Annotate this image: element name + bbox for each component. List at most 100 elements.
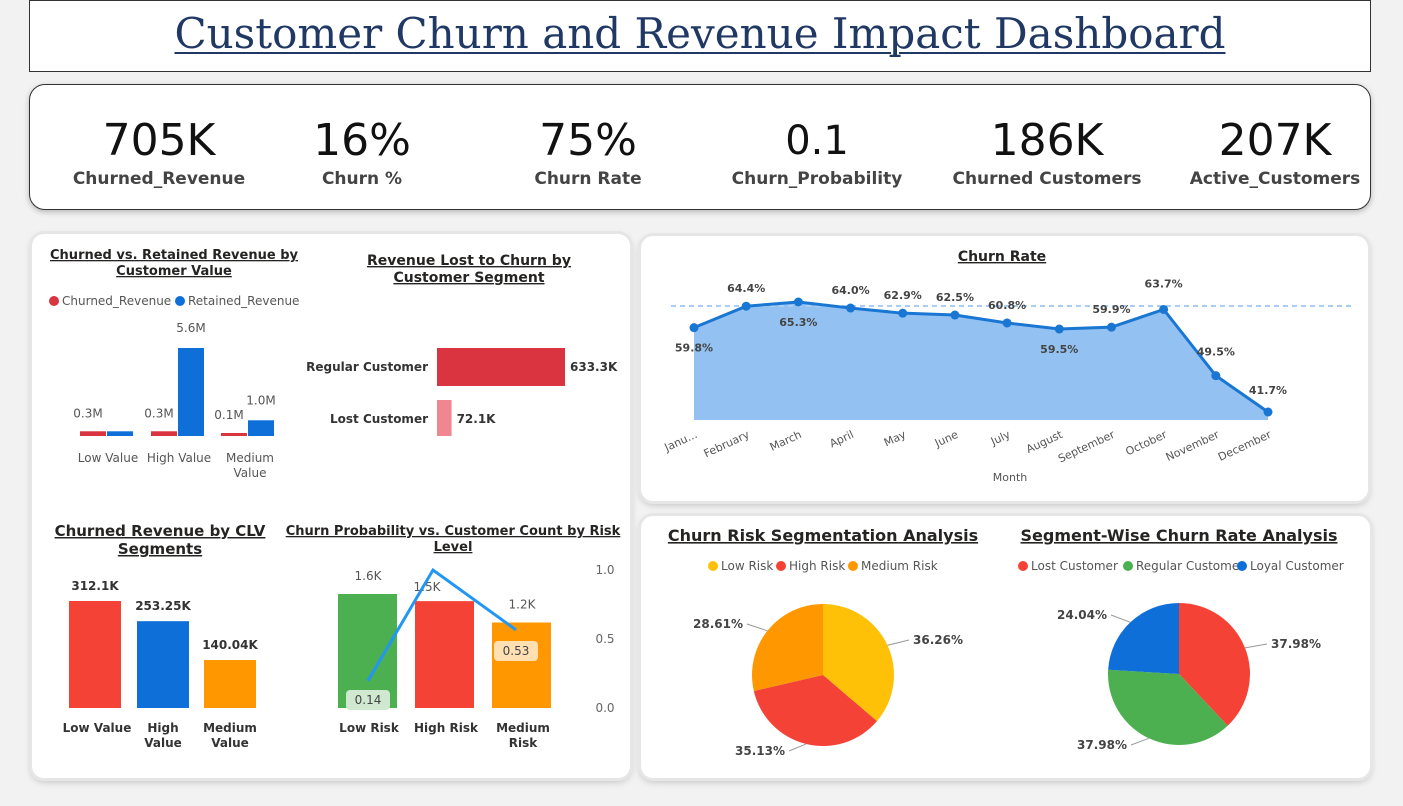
tick-label: September — [1056, 428, 1117, 466]
bar — [204, 659, 256, 708]
data-label: 41.7% — [1249, 384, 1287, 397]
data-label: 72.1K — [457, 412, 497, 426]
tick-label: February — [702, 428, 752, 461]
kpi-strip: 705K Churned_Revenue 16% Churn % 75% Chu… — [29, 84, 1371, 210]
kpi-label: Churn_Probability — [731, 169, 903, 189]
data-point — [1159, 304, 1169, 314]
axis-label: Month — [993, 471, 1028, 484]
data-label: 24.04% — [1057, 608, 1107, 622]
legend-marker — [848, 561, 858, 571]
data-label: 0.3M — [73, 406, 102, 420]
tick-label: Regular Customer — [306, 360, 428, 374]
legend-marker — [1018, 561, 1028, 571]
data-label: 60.8% — [988, 299, 1026, 312]
data-point — [846, 303, 856, 313]
legend-marker — [175, 296, 185, 306]
legend-label: Lost Customer — [1031, 559, 1118, 573]
legend-label: Regular Customer — [1136, 559, 1244, 573]
data-point — [1002, 318, 1012, 328]
legend-label: Churned_Revenue — [62, 294, 171, 308]
kpi-card[interactable]: 0.1 Churn_Probability — [707, 85, 927, 189]
data-label: 49.5% — [1197, 346, 1235, 359]
chart-title: Churn Probability vs. Customer Count by … — [286, 524, 621, 555]
pie-slice — [1108, 669, 1228, 745]
bar — [437, 348, 565, 386]
chart-title: Churned vs. Retained Revenue by Customer … — [50, 248, 298, 279]
data-label: 28.61% — [693, 617, 743, 631]
bar — [80, 431, 106, 436]
data-label: 36.26% — [913, 633, 963, 647]
leader-line — [788, 743, 807, 752]
bar — [178, 348, 204, 436]
series-line — [693, 300, 1269, 414]
tick-label: March — [768, 428, 804, 454]
legend-label: High Risk — [789, 559, 845, 573]
axis-tick: 1.0 — [595, 563, 614, 577]
data-label: 0.53 — [503, 644, 530, 658]
revenue-charts-svg: Churned vs. Retained Revenue by Customer … — [49, 248, 621, 750]
data-label: 64.0% — [831, 284, 869, 297]
data-label: 62.9% — [884, 289, 922, 302]
kpi-value: 16% — [313, 115, 411, 166]
kpi-label: Churn % — [321, 169, 403, 189]
kpi-value: 0.1 — [785, 118, 849, 164]
data-label: 253.25K — [135, 599, 191, 613]
legend-marker — [1237, 561, 1247, 571]
label-bubble — [494, 641, 538, 661]
legend-marker — [49, 296, 59, 306]
kpi-value: 75% — [539, 115, 637, 166]
kpi-card[interactable]: 16% Churn % — [252, 85, 472, 189]
data-label: 64.4% — [727, 282, 765, 295]
leader-line — [1130, 737, 1150, 746]
kpi-card[interactable]: 705K Churned_Revenue — [49, 85, 269, 189]
chart-title: Churn Risk Segmentation Analysis — [668, 526, 978, 545]
bar — [248, 420, 274, 436]
kpi-value: 186K — [990, 115, 1104, 166]
tick-label: Medium — [496, 721, 550, 735]
bar — [415, 601, 474, 708]
kpi-card[interactable]: 207K Active_Customers — [1165, 85, 1385, 189]
pie-slice — [823, 604, 894, 722]
kpi-card[interactable]: 186K Churned Customers — [937, 85, 1157, 189]
bar — [437, 400, 452, 436]
data-label: 59.5% — [1040, 343, 1078, 356]
kpi-value: 207K — [1218, 115, 1332, 166]
data-label: 59.9% — [1092, 303, 1130, 316]
tick-label: Value — [144, 736, 182, 750]
tick-label: Janu... — [662, 428, 700, 455]
bar — [69, 601, 121, 708]
data-label: 0.1M — [214, 408, 243, 422]
pie-panel: Churn Risk Segmentation Analysis Low Risk… — [641, 516, 1370, 778]
legend-label: Loyal Customer — [1250, 559, 1344, 573]
tick-label: Medium — [203, 721, 257, 735]
pie-slice — [753, 675, 877, 746]
dashboard-title: Customer Churn and Revenue Impact Dashbo… — [174, 9, 1226, 58]
data-label: 5.6M — [176, 321, 205, 335]
tick-label: April — [828, 428, 856, 450]
tick-label: June — [932, 428, 960, 450]
data-point — [689, 323, 699, 333]
data-point — [1054, 324, 1064, 334]
tick-label: Medium — [226, 451, 274, 465]
tick-label: High Value — [147, 451, 211, 465]
data-label: 0.3M — [144, 406, 173, 420]
data-label: 0.14 — [355, 693, 382, 707]
data-label: 1.2K — [509, 598, 537, 612]
bar — [492, 622, 551, 708]
legend-label: Medium Risk — [861, 559, 938, 573]
data-label: 62.5% — [936, 291, 974, 304]
data-point — [1211, 371, 1221, 381]
tick-label: Low Risk — [339, 721, 400, 735]
kpi-card[interactable]: 75% Churn Rate — [478, 85, 698, 189]
bar — [137, 621, 189, 708]
data-point — [1106, 322, 1116, 332]
legend-label: Retained_Revenue — [188, 294, 299, 308]
legend-marker — [776, 561, 786, 571]
data-point — [950, 310, 960, 320]
tick-label: October — [1124, 428, 1170, 459]
data-label: 312.1K — [71, 579, 119, 593]
chart-title: Segment-Wise Churn Rate Analysis — [1021, 526, 1338, 545]
data-point — [1263, 407, 1273, 417]
axis-tick: 0.0 — [595, 701, 614, 715]
legend-marker — [1123, 561, 1133, 571]
